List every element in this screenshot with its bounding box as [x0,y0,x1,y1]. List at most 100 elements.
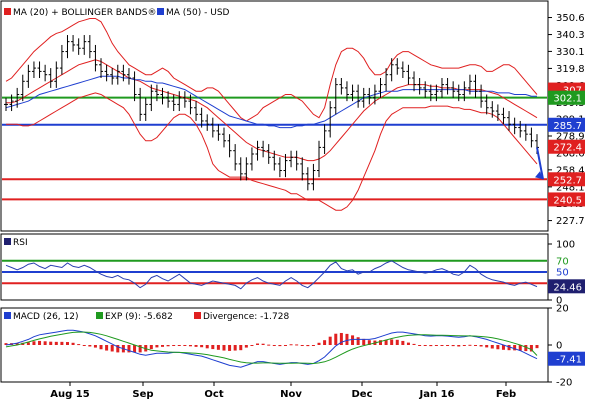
macd-y-tick-label: -20 [556,378,572,389]
x-axis: Aug 15 Sep Oct Nov Dec Jan 16 Feb [50,382,516,400]
legend-swatch-macd [4,312,11,319]
divergence-bar [395,339,399,345]
divergence-bar [474,345,478,346]
legend-swatch-divergence [194,312,201,319]
divergence-bar [468,344,472,346]
divergence-bar [77,344,81,346]
x-tick-label: Feb [496,389,516,400]
divergence-bar [378,340,382,345]
divergence-bar [351,335,355,345]
divergence-bar [54,341,58,345]
divergence-bar [300,345,304,346]
divergence-bar [283,345,287,346]
divergence-bar [49,341,53,345]
divergence-bar [155,345,159,348]
divergence-bar [429,345,433,347]
divergence-bar [462,345,466,346]
y-tick-label: 330.1 [556,47,585,58]
y-tick-label: 268.6 [556,149,585,160]
divergence-bar [105,345,109,351]
legend-swatch-ma20 [4,8,11,15]
divergence-bar [200,345,204,348]
divergence-bar [4,343,8,345]
divergence-bar [82,345,86,346]
legend-label-macd: MACD (26, 12) [13,312,79,322]
divergence-bar [183,345,187,346]
divergence-bar [490,345,494,349]
level-tag-pivot [548,117,585,132]
divergence-bar [501,345,505,350]
last-price-tag [548,139,585,154]
level-value-resistance-top: 302.1 [553,94,582,105]
legend-label-divergence: Divergence: -1.728 [203,312,289,322]
divergence-bar [239,345,243,351]
rsi-last-value: 24.46 [553,282,582,293]
divergence-bar [529,345,533,352]
divergence-bar [334,333,338,345]
rsi-y-tick-label: 100 [556,240,575,251]
y-tick-label: 350.6 [556,13,585,24]
level-tag-support [548,192,585,207]
legend-label-ma20: MA (20) + BOLLINGER BANDS® [13,8,157,18]
macd-value-labels: -7.41 [548,351,585,366]
divergence-bar [323,340,327,345]
divergence-bar [188,345,192,347]
rsi-level-label-50: 50 [556,268,569,279]
divergence-bar [412,343,416,345]
series-line-upper-band [5,18,538,122]
divergence-bar [228,345,232,351]
divergence-bar [211,345,215,350]
divergence-bar [272,345,276,346]
divergence-bar [513,345,517,351]
divergence-bar [15,343,19,345]
divergence-bar [149,345,153,350]
macd-y-tick-label: 20 [556,304,569,315]
divergence-bar [295,344,299,346]
divergence-bar [446,345,450,346]
level-tag-support [548,172,585,187]
divergence-bar [479,345,483,347]
divergence-bar [216,345,220,350]
divergence-bar [306,345,310,347]
level-value-support: 240.5 [553,195,582,206]
rsi-line [5,260,538,290]
divergence-bar [423,345,427,346]
divergence-bar [244,345,248,348]
divergence-bar [345,333,349,345]
x-tick-label: Aug 15 [50,389,89,400]
divergence-bar [267,344,271,346]
divergence-bar [535,345,539,349]
divergence-bar [507,345,511,351]
divergence-bar [177,345,181,346]
price-bars [4,35,539,191]
last-price-value: 272.4 [553,143,582,154]
divergence-bar [311,345,315,346]
price-legend: MA (20) + BOLLINGER BANDS® MA (50) - USD [4,8,230,18]
projection-arrow-head [535,171,543,180]
macd-series [5,329,538,368]
divergence-bar [172,345,176,346]
divergence-bar [289,344,293,346]
divergence-bar [496,345,500,350]
divergence-bar [401,340,405,345]
y-tick-label: 258.4 [556,165,585,176]
macd-panel: MACD (26, 12) EXP (9): -5.682 Divergence… [0,304,585,389]
level-value-pivot: 285.7 [553,121,582,132]
rsi-y-tick-label: 0 [556,296,562,307]
divergence-bar [250,345,254,346]
legend-label-ma50: MA (50) - USD [166,8,230,18]
divergence-bar [278,345,282,347]
divergence-bar [418,345,422,346]
y-tick-label: 340.3 [556,30,585,41]
rsi-last-tag [548,279,585,294]
divergence-bar [367,340,371,345]
divergence-bar [205,345,209,349]
divergence-bar [71,342,75,345]
legend-swatch-rsi [4,238,11,245]
divergence-bar [99,345,103,350]
divergence-bar [138,345,142,353]
divergence-bar [440,345,444,346]
